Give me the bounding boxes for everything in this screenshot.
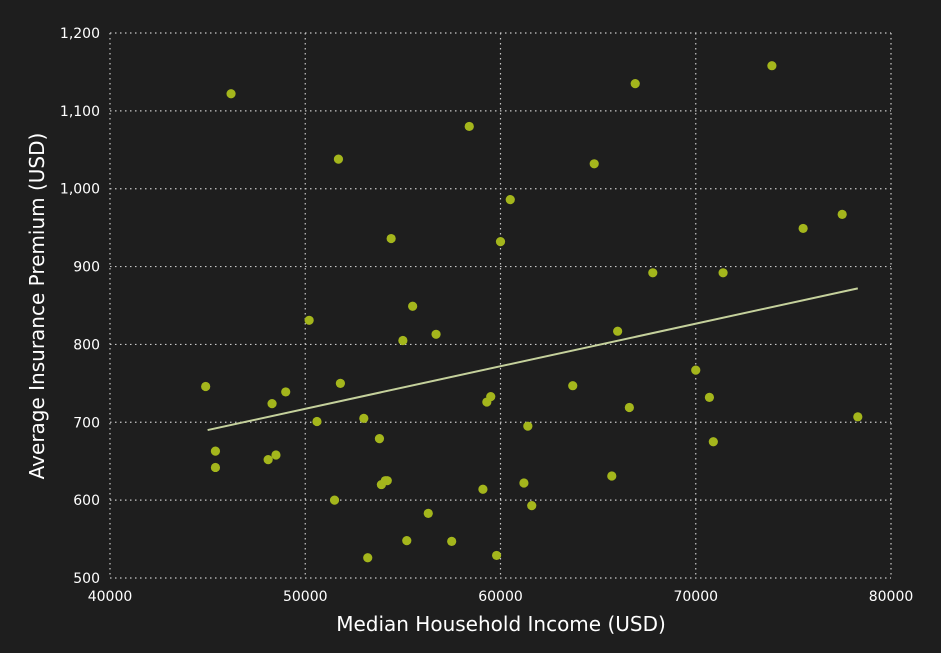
data-point [263, 455, 273, 465]
data-point [708, 437, 718, 447]
data-point [210, 446, 221, 456]
data-point [363, 553, 373, 563]
data-point [767, 61, 777, 71]
data-point [447, 536, 457, 547]
data-point [523, 421, 533, 431]
data-point [704, 392, 715, 402]
data-point [329, 495, 340, 505]
data-point [333, 154, 344, 164]
data-point [398, 335, 408, 346]
x-tick-label: 40000 [88, 589, 133, 605]
y-axis-title: Average Insurance Premium (USD) [25, 133, 49, 480]
data-point [691, 365, 701, 375]
x-tick-label: 70000 [673, 589, 718, 605]
trend-line [207, 287, 859, 432]
data-point [478, 484, 488, 494]
y-tick-label: 800 [73, 337, 100, 353]
data-point [386, 233, 396, 244]
data-point [408, 301, 418, 311]
y-axis-ticks: 500 600 700 800 900 1,000 1,100 1,200 [60, 26, 100, 587]
y-tick-label: 500 [73, 571, 100, 587]
data-point [505, 195, 515, 205]
data-point [304, 315, 314, 325]
data-point [335, 378, 345, 388]
y-tick-label: 1,200 [60, 26, 100, 42]
y-tick-label: 700 [73, 415, 100, 431]
data-point [359, 413, 369, 423]
data-point [201, 381, 211, 392]
data-point [837, 209, 847, 220]
x-tick-label: 60000 [478, 589, 523, 605]
data-point [491, 550, 502, 561]
x-axis-ticks: 40000 50000 60000 70000 80000 [88, 589, 914, 605]
x-tick-label: 80000 [869, 589, 914, 605]
data-point [402, 536, 412, 546]
y-tick-label: 1,100 [60, 104, 100, 120]
data-point [464, 121, 474, 132]
data-point [495, 237, 506, 247]
data-point [382, 476, 392, 486]
data-point [798, 223, 808, 234]
data-point [312, 416, 322, 427]
y-tick-label: 600 [73, 493, 100, 509]
y-tick-label: 1,000 [60, 182, 100, 198]
data-point [226, 89, 236, 99]
data-point [486, 391, 496, 402]
data-point [519, 478, 529, 488]
data-point [374, 434, 385, 444]
data-point [648, 268, 658, 278]
data-point [431, 329, 441, 339]
data-point [527, 500, 537, 511]
data-point [210, 462, 221, 473]
data-points [201, 61, 863, 563]
data-point [423, 508, 433, 518]
data-point [589, 159, 599, 169]
data-point [568, 381, 578, 391]
data-point [281, 387, 291, 397]
x-axis-title: Median Household Income (USD) [336, 612, 666, 636]
x-tick-label: 50000 [283, 589, 328, 605]
data-point [624, 402, 634, 413]
grid [109, 32, 892, 579]
data-point [853, 412, 863, 422]
trend-line-group [207, 287, 859, 432]
data-point [267, 399, 277, 409]
y-tick-label: 900 [73, 260, 100, 276]
data-point [271, 450, 281, 460]
data-point [630, 79, 640, 89]
data-point [607, 471, 617, 481]
data-point [718, 268, 728, 278]
data-point [613, 326, 623, 336]
